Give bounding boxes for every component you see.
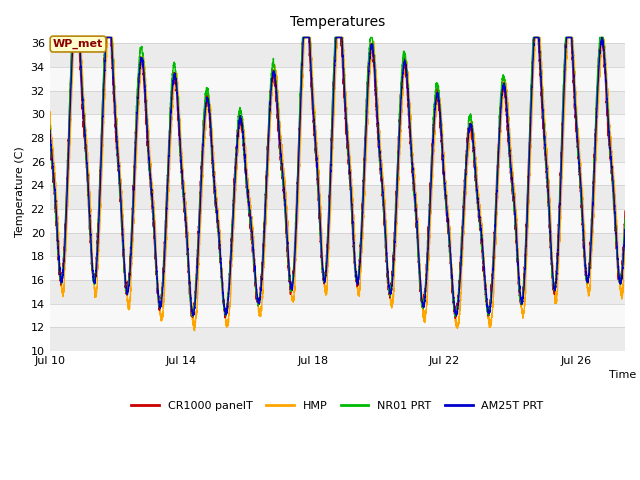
Legend: CR1000 panelT, HMP, NR01 PRT, AM25T PRT: CR1000 panelT, HMP, NR01 PRT, AM25T PRT (127, 396, 548, 416)
Bar (50, 91, 625, 114)
Bar (50, 280, 625, 303)
X-axis label: Time: Time (609, 370, 637, 380)
Bar (50, 327, 625, 351)
Bar (50, 162, 625, 185)
Text: WP_met: WP_met (53, 39, 103, 49)
Bar (50, 209, 625, 233)
Bar (50, 138, 625, 162)
Bar (50, 256, 625, 280)
Bar (50, 43, 625, 67)
Bar (50, 185, 625, 209)
Bar (50, 67, 625, 91)
Bar (50, 303, 625, 327)
Bar (50, 114, 625, 138)
Title: Temperatures: Temperatures (290, 15, 385, 29)
Y-axis label: Temperature (C): Temperature (C) (15, 146, 25, 237)
Bar (50, 233, 625, 256)
